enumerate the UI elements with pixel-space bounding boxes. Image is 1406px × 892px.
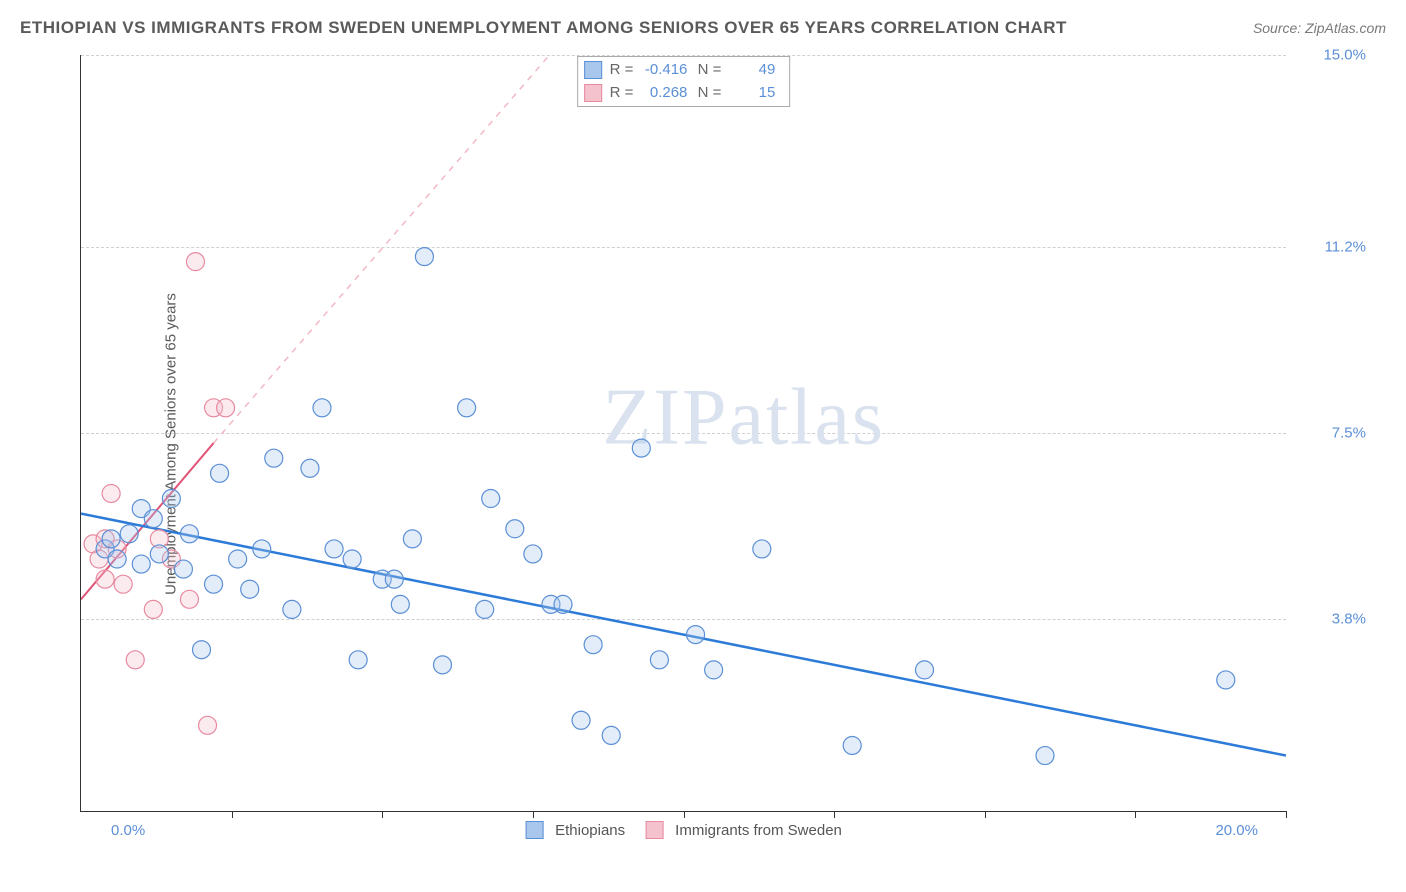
legend-label-1: Ethiopians <box>555 822 625 839</box>
y-tick-label: 15.0% <box>1323 47 1366 64</box>
legend-item-sweden: Immigrants from Sweden <box>645 821 842 839</box>
legend-label-2: Immigrants from Sweden <box>675 822 842 839</box>
x-max-label: 20.0% <box>1215 822 1258 839</box>
n-value-1: 49 <box>727 59 775 82</box>
stats-row-2: R = 0.268 N = 15 <box>584 82 780 105</box>
stats-row-1: R = -0.416 N = 49 <box>584 59 780 82</box>
legend-item-ethiopians: Ethiopians <box>525 821 625 839</box>
chart-title: ETHIOPIAN VS IMMIGRANTS FROM SWEDEN UNEM… <box>20 18 1067 38</box>
x-min-label: 0.0% <box>111 822 145 839</box>
chart-container: Unemployment Among Seniors over 65 years… <box>40 55 1386 832</box>
y-tick-label: 7.5% <box>1332 425 1366 442</box>
y-tick-label: 3.8% <box>1332 611 1366 628</box>
legend-swatch-blue <box>525 821 543 839</box>
stats-box: R = -0.416 N = 49 R = 0.268 N = 15 <box>577 56 791 107</box>
plot-svg <box>81 55 1286 811</box>
swatch-pink <box>584 84 602 102</box>
n-value-2: 15 <box>727 82 775 105</box>
plot-area: ZIPatlas R = -0.416 N = 49 R = 0.268 N =… <box>80 55 1286 812</box>
swatch-blue <box>584 61 602 79</box>
r-value-2: 0.268 <box>639 82 687 105</box>
source-label: Source: ZipAtlas.com <box>1253 20 1386 36</box>
legend-swatch-pink <box>645 821 663 839</box>
x-legend: Ethiopians Immigrants from Sweden <box>525 821 842 839</box>
chart-header: ETHIOPIAN VS IMMIGRANTS FROM SWEDEN UNEM… <box>0 0 1406 46</box>
r-value-1: -0.416 <box>639 59 687 82</box>
y-tick-label: 11.2% <box>1325 238 1366 255</box>
